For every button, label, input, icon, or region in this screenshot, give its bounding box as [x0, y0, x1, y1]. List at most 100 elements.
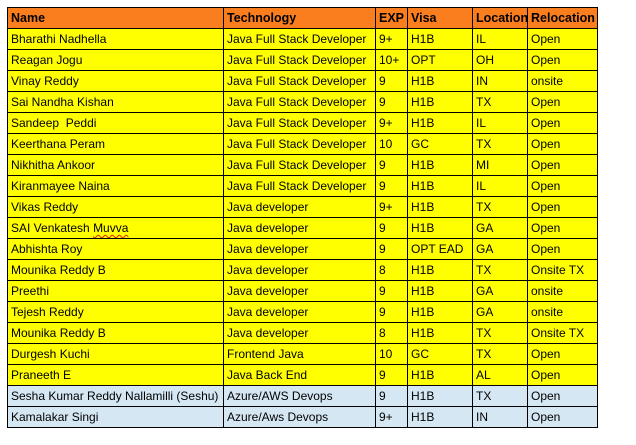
- cell-visa[interactable]: GC: [407, 343, 473, 365]
- cell-visa[interactable]: H1B: [407, 112, 473, 134]
- cell-technology[interactable]: Java developer: [223, 217, 376, 239]
- header-cell-visa[interactable]: Visa: [407, 7, 473, 29]
- cell-exp[interactable]: 10+: [375, 49, 408, 71]
- header-cell-technology[interactable]: Technology: [223, 7, 376, 29]
- cell-relocation[interactable]: Open: [527, 406, 598, 428]
- cell-name[interactable]: Nikhitha Ankoor: [7, 154, 224, 176]
- cell-name[interactable]: Sandeep Peddi: [7, 112, 224, 134]
- cell-technology[interactable]: Java developer: [223, 301, 376, 323]
- cell-technology[interactable]: Java developer: [223, 196, 376, 218]
- cell-technology[interactable]: Java Full Stack Developer: [223, 154, 376, 176]
- cell-exp[interactable]: 9: [375, 70, 408, 92]
- cell-location[interactable]: TX: [472, 259, 528, 281]
- cell-location[interactable]: AL: [472, 364, 528, 386]
- cell-exp[interactable]: 9: [375, 217, 408, 239]
- cell-name[interactable]: Reagan Jogu: [7, 49, 224, 71]
- cell-location[interactable]: MI: [472, 154, 528, 176]
- cell-name[interactable]: Kiranmayee Naina: [7, 175, 224, 197]
- cell-visa[interactable]: H1B: [407, 259, 473, 281]
- cell-visa[interactable]: H1B: [407, 364, 473, 386]
- cell-visa[interactable]: H1B: [407, 322, 473, 344]
- cell-visa[interactable]: OPT EAD: [407, 238, 473, 260]
- cell-relocation[interactable]: Open: [527, 49, 598, 71]
- cell-name[interactable]: Kamalakar Singi: [7, 406, 224, 428]
- cell-technology[interactable]: Java Back End: [223, 364, 376, 386]
- cell-exp[interactable]: 9: [375, 280, 408, 302]
- cell-name[interactable]: Praneeth E: [7, 364, 224, 386]
- cell-technology[interactable]: Java Full Stack Developer: [223, 91, 376, 113]
- cell-visa[interactable]: H1B: [407, 175, 473, 197]
- cell-visa[interactable]: OPT: [407, 49, 473, 71]
- cell-location[interactable]: TX: [472, 133, 528, 155]
- cell-exp[interactable]: 10: [375, 133, 408, 155]
- cell-relocation[interactable]: Open: [527, 154, 598, 176]
- cell-name[interactable]: Mounika Reddy B: [7, 322, 224, 344]
- cell-location[interactable]: TX: [472, 385, 528, 407]
- cell-exp[interactable]: 9: [375, 175, 408, 197]
- cell-name[interactable]: Preethi: [7, 280, 224, 302]
- header-cell-location[interactable]: Location: [472, 7, 528, 29]
- cell-name[interactable]: Vikas Reddy: [7, 196, 224, 218]
- cell-exp[interactable]: 9+: [375, 196, 408, 218]
- cell-relocation[interactable]: Open: [527, 112, 598, 134]
- cell-exp[interactable]: 9: [375, 238, 408, 260]
- cell-technology[interactable]: Java developer: [223, 280, 376, 302]
- cell-location[interactable]: IL: [472, 175, 528, 197]
- cell-name[interactable]: Tejesh Reddy: [7, 301, 224, 323]
- cell-name[interactable]: Sai Nandha Kishan: [7, 91, 224, 113]
- cell-relocation[interactable]: Open: [527, 175, 598, 197]
- cell-technology[interactable]: Java Full Stack Developer: [223, 112, 376, 134]
- cell-technology[interactable]: Java Full Stack Developer: [223, 175, 376, 197]
- cell-relocation[interactable]: Open: [527, 343, 598, 365]
- cell-exp[interactable]: 9: [375, 385, 408, 407]
- cell-visa[interactable]: H1B: [407, 70, 473, 92]
- cell-visa[interactable]: H1B: [407, 385, 473, 407]
- cell-exp[interactable]: 9: [375, 154, 408, 176]
- cell-exp[interactable]: 8: [375, 322, 408, 344]
- cell-name[interactable]: Bharathi Nadhella: [7, 28, 224, 50]
- cell-technology[interactable]: Frontend Java: [223, 343, 376, 365]
- cell-exp[interactable]: 10: [375, 343, 408, 365]
- cell-location[interactable]: OH: [472, 49, 528, 71]
- cell-name[interactable]: Durgesh Kuchi: [7, 343, 224, 365]
- cell-visa[interactable]: H1B: [407, 154, 473, 176]
- cell-exp[interactable]: 9+: [375, 406, 408, 428]
- cell-relocation[interactable]: onsite: [527, 301, 598, 323]
- cell-technology[interactable]: Azure/AWS Devops: [223, 385, 376, 407]
- cell-visa[interactable]: H1B: [407, 91, 473, 113]
- cell-visa[interactable]: GC: [407, 133, 473, 155]
- cell-relocation[interactable]: Open: [527, 28, 598, 50]
- cell-location[interactable]: TX: [472, 91, 528, 113]
- cell-technology[interactable]: Java Full Stack Developer: [223, 28, 376, 50]
- cell-exp[interactable]: 9: [375, 364, 408, 386]
- cell-name[interactable]: SAI Venkatesh Muvva: [7, 217, 224, 239]
- cell-name[interactable]: Keerthana Peram: [7, 133, 224, 155]
- cell-technology[interactable]: Azure/Aws Devops: [223, 406, 376, 428]
- cell-visa[interactable]: H1B: [407, 280, 473, 302]
- cell-name[interactable]: Abhishta Roy: [7, 238, 224, 260]
- cell-visa[interactable]: H1B: [407, 406, 473, 428]
- cell-relocation[interactable]: Onsite TX: [527, 322, 598, 344]
- cell-exp[interactable]: 9: [375, 301, 408, 323]
- cell-exp[interactable]: 9: [375, 91, 408, 113]
- cell-location[interactable]: GA: [472, 238, 528, 260]
- cell-relocation[interactable]: onsite: [527, 70, 598, 92]
- cell-technology[interactable]: Java developer: [223, 259, 376, 281]
- cell-location[interactable]: GA: [472, 301, 528, 323]
- cell-location[interactable]: IL: [472, 112, 528, 134]
- cell-relocation[interactable]: Onsite TX: [527, 259, 598, 281]
- cell-location[interactable]: IL: [472, 28, 528, 50]
- cell-exp[interactable]: 9+: [375, 112, 408, 134]
- cell-visa[interactable]: H1B: [407, 196, 473, 218]
- cell-location[interactable]: GA: [472, 217, 528, 239]
- cell-name[interactable]: Vinay Reddy: [7, 70, 224, 92]
- cell-exp[interactable]: 9+: [375, 28, 408, 50]
- cell-relocation[interactable]: Open: [527, 238, 598, 260]
- header-cell-name[interactable]: Name: [7, 7, 224, 29]
- cell-location[interactable]: IN: [472, 406, 528, 428]
- cell-relocation[interactable]: Open: [527, 364, 598, 386]
- cell-visa[interactable]: H1B: [407, 28, 473, 50]
- cell-technology[interactable]: Java Full Stack Developer: [223, 49, 376, 71]
- cell-relocation[interactable]: Open: [527, 196, 598, 218]
- cell-location[interactable]: GA: [472, 280, 528, 302]
